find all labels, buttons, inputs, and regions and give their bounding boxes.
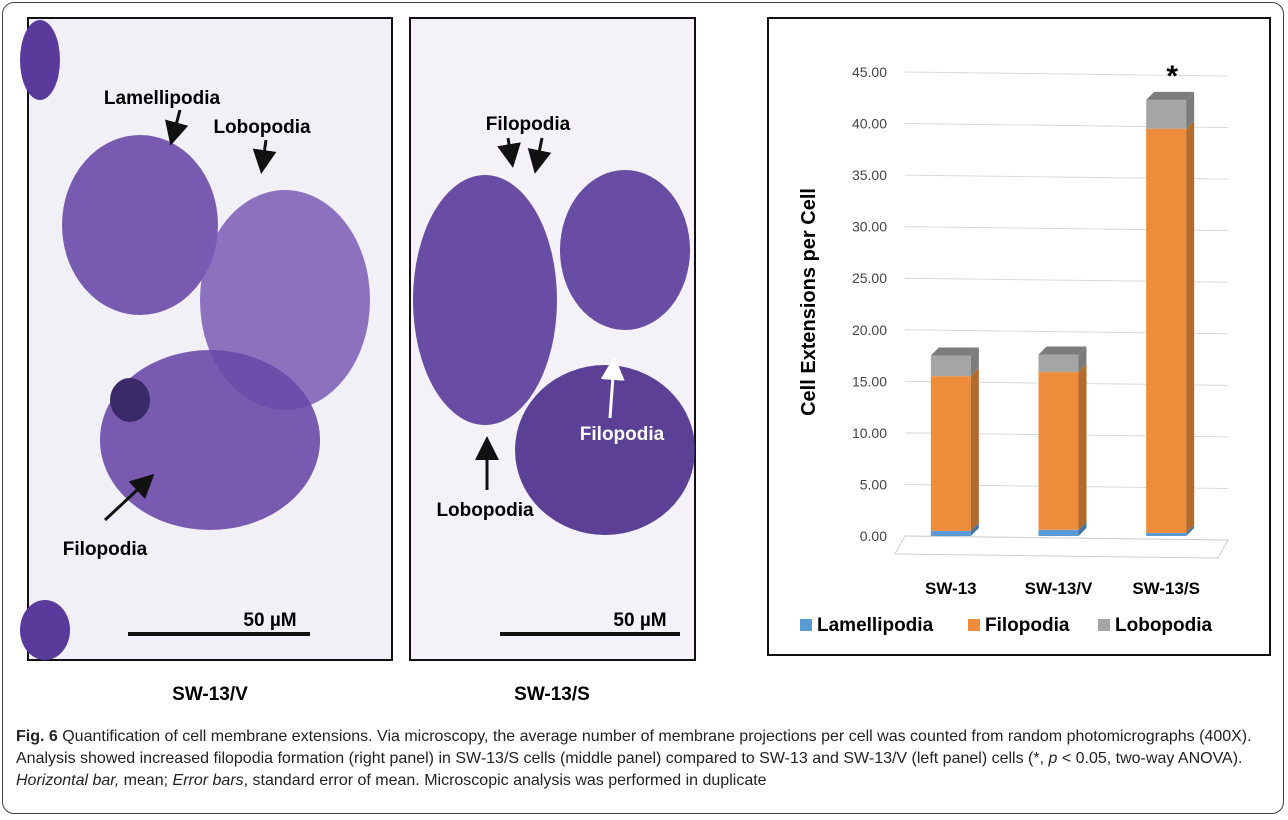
- bar-segment: [1146, 128, 1187, 533]
- y-tick-label: 5.00: [860, 476, 887, 492]
- caption-text: mean;: [119, 772, 173, 789]
- bar-side: [1186, 120, 1195, 533]
- bar-side: [970, 522, 979, 536]
- micrograph-left: Lamellipodia Lobopodia Filopodia 50 µM: [20, 17, 393, 661]
- bar-segment: [1038, 354, 1079, 373]
- bar-top: [930, 347, 979, 356]
- scale-bar-label: 50 µM: [613, 610, 666, 631]
- bar-side: [1078, 346, 1087, 373]
- chart: 0.00 5.00 10.00 15.00 20.00 25.00 30.00 35.00 40…: [800, 60, 1229, 636]
- y-tick-label: 20.00: [852, 322, 887, 338]
- bar-segment: [1146, 532, 1187, 536]
- y-tick-label: 40.00: [852, 116, 887, 132]
- scale-bar-label: 50 µM: [243, 610, 296, 631]
- annotation: Filopodia: [63, 539, 148, 560]
- bar-top: [1038, 346, 1087, 355]
- x-tick-label: SW-13: [925, 579, 977, 598]
- bar-top: [1146, 91, 1195, 100]
- x-tick-label: SW-13/V: [1025, 579, 1093, 598]
- legend-swatch: [1098, 619, 1110, 631]
- panel-label: SW-13/V: [172, 684, 248, 705]
- y-tick-label: 10.00: [852, 425, 887, 441]
- floor: [894, 535, 1229, 559]
- legend-swatch: [968, 619, 980, 631]
- micrograph-middle: Filopodia Filopodia Lobopodia 50 µM: [409, 17, 696, 661]
- legend-swatch: [800, 619, 812, 631]
- caption-text: Fig. 6: [16, 728, 58, 745]
- panel-label: SW-13/S: [514, 684, 590, 705]
- y-tick-label: 35.00: [852, 167, 887, 183]
- caption-text: p: [1048, 750, 1058, 767]
- y-tick-label: 15.00: [852, 373, 887, 389]
- caption-text: Horizontal bar,: [16, 772, 120, 789]
- y-axis-label: Cell Extensions per Cell: [798, 188, 820, 416]
- legend-label: Filopodia: [985, 615, 1070, 636]
- bar-segment: [1038, 529, 1079, 536]
- legend-label: Lobopodia: [1115, 615, 1213, 636]
- bar-side: [970, 347, 979, 377]
- bar-side: [1078, 364, 1087, 530]
- y-tick-label: 25.00: [852, 270, 887, 286]
- caption-text: Error bars: [172, 772, 244, 789]
- bar-segment: [930, 376, 971, 531]
- x-tick-label: SW-13/S: [1132, 579, 1200, 598]
- bar-segment: [930, 530, 971, 536]
- annotation: Lobopodia: [436, 500, 534, 521]
- y-tick-label: 30.00: [852, 219, 887, 235]
- bar-segment: [930, 355, 971, 377]
- bar-segment: [1038, 372, 1079, 530]
- caption: Fig. 6 Quantification of cell membrane e…: [16, 726, 1266, 792]
- caption-text: , standard error of mean. Microscopic an…: [243, 772, 767, 789]
- chart-frame: [767, 17, 1271, 656]
- annotation: Filopodia: [486, 114, 571, 135]
- caption-text: < 0.05, two-way ANOVA).: [1057, 750, 1243, 767]
- grid-line: [904, 71, 1229, 77]
- annotation: Lamellipodia: [104, 88, 221, 109]
- legend-label: Lamellipodia: [817, 615, 934, 636]
- y-tick-label: 0.00: [860, 528, 887, 544]
- annotation: Filopodia: [580, 424, 665, 445]
- bar-side: [1186, 524, 1195, 536]
- y-tick-label: 45.00: [852, 64, 887, 80]
- annotation: Lobopodia: [213, 117, 311, 138]
- bar-side: [970, 368, 979, 531]
- caption-text: Quantification of cell membrane extensio…: [16, 728, 1252, 767]
- bar-side: [1078, 521, 1087, 536]
- significance-mark: *: [1166, 60, 1178, 93]
- bar-segment: [1146, 99, 1187, 129]
- bar-side: [1186, 91, 1195, 129]
